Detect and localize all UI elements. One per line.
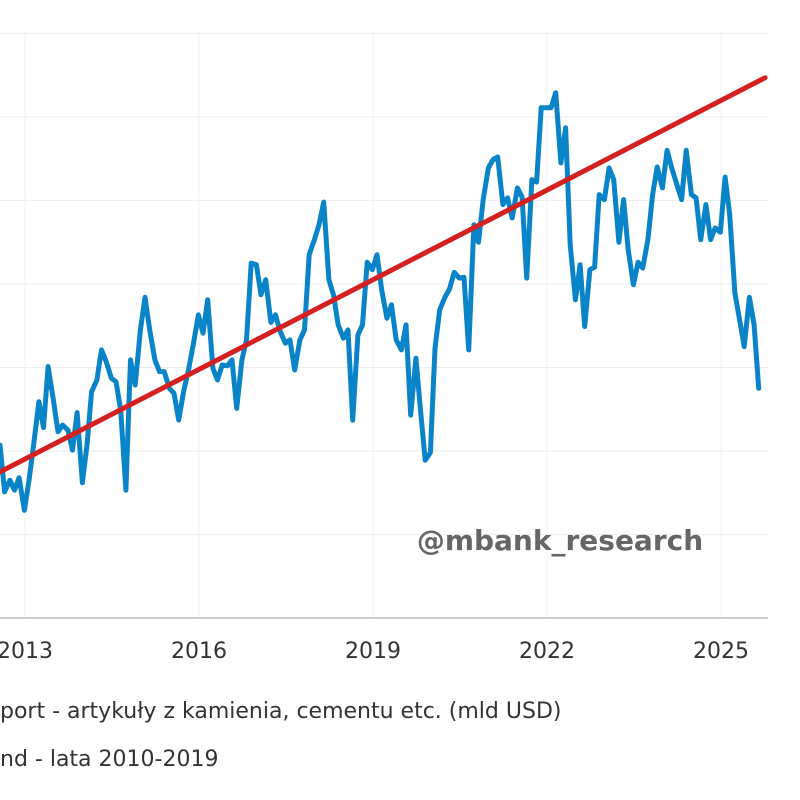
x-tick-label: 2022 (519, 639, 575, 664)
data-line (0, 75, 768, 475)
data-line (0, 90, 762, 513)
grid: 2013 2016 2019 2022 2025 (0, 32, 768, 664)
x-tick-label: 2013 (0, 639, 53, 664)
legend-label: nd - lata 2010-2019 (0, 747, 218, 772)
marks (0, 75, 768, 513)
legend-label: port - artykuły z kamienia, cementu etc.… (0, 699, 561, 724)
x-tick-label: 2019 (345, 639, 401, 664)
watermark: @mbank_research (417, 524, 703, 557)
x-tick-label: 2016 (171, 639, 227, 664)
x-tick-label: 2025 (693, 639, 749, 664)
